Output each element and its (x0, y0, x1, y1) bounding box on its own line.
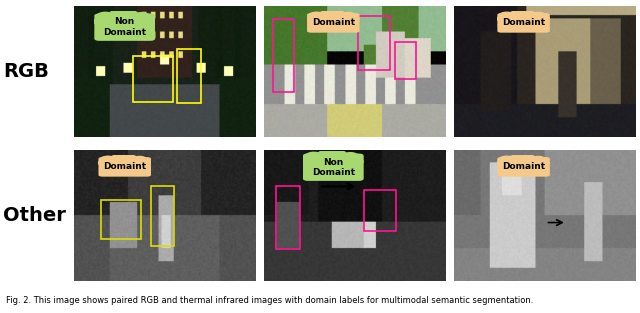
Circle shape (95, 28, 108, 33)
Circle shape (100, 167, 110, 171)
Circle shape (497, 17, 508, 21)
Circle shape (510, 155, 525, 161)
Bar (273, 19, 294, 92)
Circle shape (141, 28, 154, 33)
Circle shape (531, 156, 545, 162)
Circle shape (341, 13, 355, 18)
Circle shape (499, 23, 509, 27)
Circle shape (122, 155, 136, 161)
Circle shape (532, 28, 541, 31)
Circle shape (330, 11, 345, 17)
Circle shape (538, 23, 548, 27)
Circle shape (317, 151, 335, 159)
Circle shape (93, 18, 107, 25)
Circle shape (97, 12, 114, 21)
Circle shape (497, 161, 508, 165)
Circle shape (312, 174, 324, 179)
Circle shape (141, 18, 154, 25)
Circle shape (304, 167, 316, 173)
Circle shape (119, 34, 130, 39)
Circle shape (328, 174, 339, 179)
Circle shape (319, 11, 334, 17)
Circle shape (132, 156, 147, 162)
Text: Domaint: Domaint (502, 18, 545, 27)
Circle shape (328, 28, 338, 31)
Text: Domaint: Domaint (502, 162, 545, 171)
Text: Domaint: Domaint (312, 18, 355, 27)
Bar (395, 42, 416, 79)
Text: Domaint: Domaint (103, 162, 147, 171)
Circle shape (538, 161, 549, 165)
Circle shape (348, 17, 359, 21)
Circle shape (308, 23, 319, 27)
Text: Non
Domaint: Non Domaint (103, 18, 147, 37)
Circle shape (342, 153, 358, 160)
Circle shape (499, 12, 514, 18)
Circle shape (499, 167, 509, 171)
Circle shape (111, 155, 126, 161)
Circle shape (120, 172, 129, 175)
Circle shape (531, 13, 545, 18)
Circle shape (133, 172, 143, 175)
Bar (151, 186, 174, 245)
FancyBboxPatch shape (497, 157, 550, 177)
Bar (133, 56, 173, 101)
Text: Other: Other (3, 207, 66, 225)
Text: RGB: RGB (3, 63, 49, 81)
Circle shape (343, 174, 354, 179)
Circle shape (309, 12, 324, 18)
FancyBboxPatch shape (303, 154, 364, 181)
Circle shape (305, 152, 323, 161)
Circle shape (349, 158, 363, 165)
Bar (364, 190, 396, 231)
FancyBboxPatch shape (94, 13, 155, 41)
FancyBboxPatch shape (497, 13, 550, 33)
Circle shape (532, 172, 541, 175)
Bar (177, 49, 202, 103)
Circle shape (510, 11, 525, 17)
Circle shape (316, 28, 325, 31)
Circle shape (348, 23, 358, 27)
Bar (358, 16, 390, 70)
Circle shape (134, 13, 150, 20)
FancyBboxPatch shape (307, 13, 360, 33)
Circle shape (520, 155, 535, 161)
Circle shape (350, 167, 362, 173)
Text: Fig. 2. This image shows paired RGB and thermal infrared images with domain labe: Fig. 2. This image shows paired RGB and … (6, 296, 534, 305)
Circle shape (506, 28, 515, 31)
Circle shape (506, 172, 515, 175)
Bar (101, 200, 141, 239)
Circle shape (104, 34, 115, 39)
Circle shape (342, 28, 351, 31)
Circle shape (520, 11, 535, 17)
Text: Non
Domaint: Non Domaint (312, 157, 355, 177)
Circle shape (538, 17, 549, 21)
Circle shape (109, 11, 126, 19)
Circle shape (307, 17, 318, 21)
Circle shape (98, 161, 109, 165)
Circle shape (519, 172, 528, 175)
Circle shape (499, 156, 514, 162)
Circle shape (100, 156, 115, 162)
FancyBboxPatch shape (99, 157, 151, 177)
Bar (276, 186, 300, 249)
Circle shape (330, 151, 347, 159)
Circle shape (134, 34, 145, 39)
Circle shape (139, 161, 150, 165)
Circle shape (302, 158, 316, 165)
Circle shape (519, 28, 528, 31)
Circle shape (538, 167, 548, 171)
Circle shape (107, 172, 116, 175)
Circle shape (140, 167, 150, 171)
Circle shape (121, 11, 138, 19)
